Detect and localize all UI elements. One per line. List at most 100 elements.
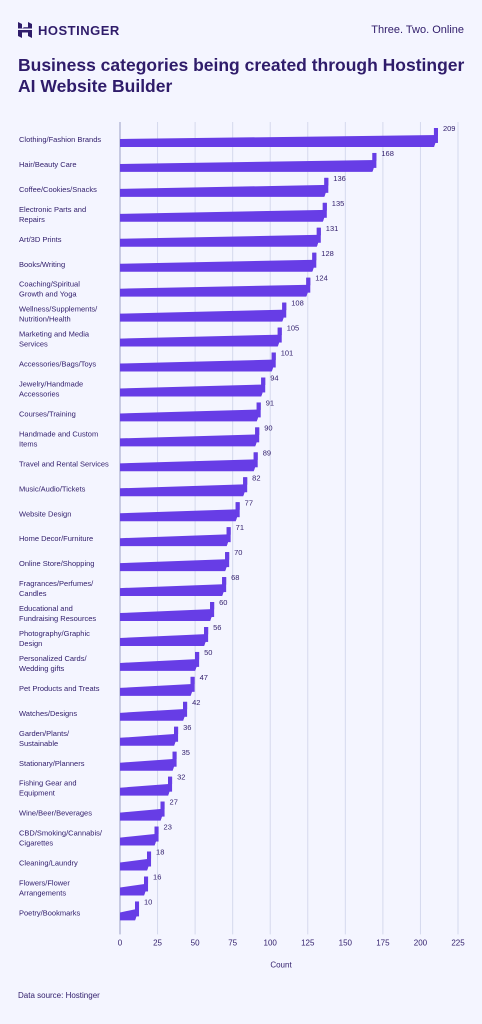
category-label: Marketing and Media (19, 330, 90, 339)
bar-cap (235, 502, 240, 518)
bar-value-label: 168 (381, 149, 394, 158)
bar-value-label: 94 (270, 374, 278, 383)
bar-cap (135, 901, 140, 917)
bar-cap (222, 577, 227, 593)
bar (120, 883, 149, 896)
bar-value-label: 50 (204, 648, 212, 657)
bar (120, 409, 261, 422)
bar-cap (322, 202, 327, 218)
bar-value-label: 36 (183, 723, 191, 732)
brand-logo[interactable]: HOSTINGER (18, 22, 120, 38)
category-label: Coaching/Spiritual (19, 280, 80, 289)
bar-value-label: 23 (164, 823, 172, 832)
bar-value-label: 101 (281, 349, 294, 358)
category-label: Candles (19, 589, 47, 598)
bar-cap (312, 252, 317, 268)
bar (120, 434, 260, 447)
category-label: Garden/Plants/ (19, 729, 70, 738)
category-label: Repairs (19, 215, 45, 224)
bar (120, 783, 173, 796)
bar-value-label: 35 (182, 748, 190, 757)
category-label: Home Decor/Furniture (19, 534, 93, 543)
x-tick-label: 25 (153, 938, 162, 947)
bar (120, 708, 188, 721)
brand-name: HOSTINGER (38, 22, 120, 38)
bar (120, 534, 231, 547)
bar-cap (372, 152, 377, 168)
bar-value-label: 16 (153, 873, 161, 882)
bar-value-label: 47 (200, 673, 208, 682)
bar-cap (271, 352, 276, 368)
category-label: Watches/Designs (19, 709, 77, 718)
bar (120, 858, 152, 871)
category-label: Clothing/Fashion Brands (19, 135, 101, 144)
bar-value-label: 105 (287, 324, 300, 333)
x-tick-label: 200 (414, 938, 428, 947)
bar-cap (183, 701, 188, 717)
bar-value-label: 91 (266, 398, 274, 407)
bar-cap (324, 177, 329, 193)
category-label: Fundraising Resources (19, 614, 96, 623)
category-label: Art/3D Prints (19, 235, 62, 244)
bar-value-label: 82 (252, 473, 260, 482)
bar-value-label: 136 (333, 174, 346, 183)
category-label: Pet Products and Treats (19, 684, 100, 693)
tagline: Three. Two. Online (371, 24, 464, 36)
bar-cap (154, 826, 159, 842)
category-label: Accessories (19, 390, 60, 399)
category-label: Hair/Beauty Care (19, 160, 77, 169)
category-label: Services (19, 340, 48, 349)
bar (120, 658, 200, 671)
data-source-note: Data source: Hostinger (18, 991, 100, 1000)
bar-value-label: 77 (245, 498, 253, 507)
bar-cap (282, 302, 287, 318)
category-label: Nutrition/Health (19, 315, 71, 324)
category-label: Stationary/Planners (19, 759, 85, 768)
category-label: Music/Audio/Tickets (19, 484, 86, 493)
category-label: Design (19, 639, 42, 648)
bar (120, 559, 230, 572)
bar (120, 459, 258, 472)
bar-value-label: 60 (219, 598, 227, 607)
category-label: Wine/Beer/Beverages (19, 809, 92, 818)
chart-title: Business categories being created throug… (18, 55, 465, 96)
category-label: Fishing Gear and (19, 779, 77, 788)
category-label: Courses/Training (19, 409, 76, 418)
bar-value-label: 18 (156, 848, 164, 857)
bar-cap (256, 402, 261, 418)
bar (120, 509, 240, 522)
x-tick-label: 175 (376, 938, 390, 947)
bar (120, 234, 321, 247)
category-label: Wellness/Supplements/ (19, 305, 98, 314)
bar-value-label: 10 (144, 897, 152, 906)
bar (120, 259, 317, 272)
bar (120, 484, 248, 497)
category-label: Cleaning/Laundry (19, 859, 78, 868)
x-tick-label: 150 (339, 938, 353, 947)
category-label: Arrangements (19, 889, 66, 898)
x-tick-label: 50 (191, 938, 200, 947)
category-label: Travel and Rental Services (19, 459, 109, 468)
hostinger-logo-icon (18, 22, 32, 38)
bar-value-label: 56 (213, 623, 221, 632)
bar (120, 908, 140, 921)
bar-cap (195, 651, 200, 667)
bar-value-label: 68 (231, 573, 239, 582)
bar-cap (144, 876, 149, 892)
bar-cap (174, 726, 179, 742)
x-tick-label: 0 (118, 938, 123, 947)
bar (120, 758, 177, 771)
bar (120, 284, 311, 297)
bar (120, 334, 282, 347)
bar (120, 808, 165, 821)
category-label: Jewelry/Handmade (19, 380, 83, 389)
header: HOSTINGER Three. Two. Online (18, 22, 464, 42)
bar (120, 683, 195, 696)
bar-value-label: 70 (234, 548, 242, 557)
bar-cap (226, 527, 231, 543)
category-label: Equipment (19, 789, 56, 798)
bar-value-label: 108 (291, 299, 304, 308)
bar-value-label: 27 (170, 798, 178, 807)
bar-cap (253, 452, 258, 468)
category-label: Electronic Parts and (19, 205, 86, 214)
